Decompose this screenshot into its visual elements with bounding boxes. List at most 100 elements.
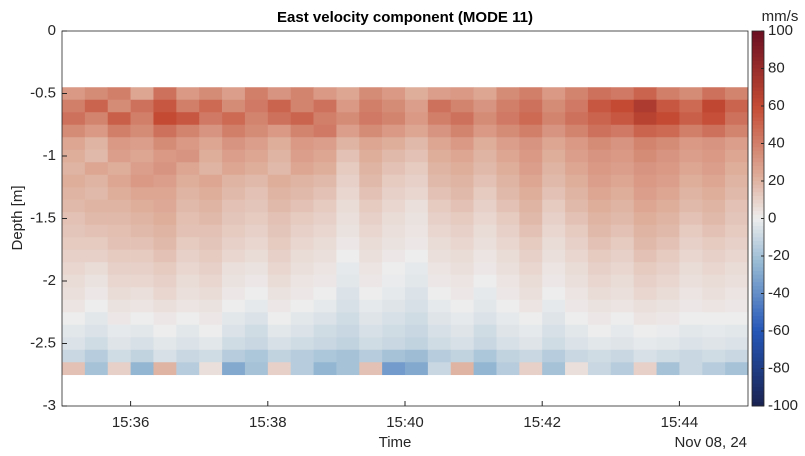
heatmap-cell (657, 175, 680, 188)
heatmap-cell (245, 162, 268, 175)
heatmap-cell (85, 362, 108, 375)
heatmap-cell (199, 200, 222, 213)
colorbar-segment (752, 335, 764, 339)
heatmap-cell (222, 262, 245, 275)
heatmap-cell (702, 125, 725, 138)
heatmap-cell (176, 112, 199, 125)
heatmap-cell (336, 137, 359, 150)
heatmap-cell (268, 100, 291, 113)
heatmap-cell (291, 112, 314, 125)
heatmap-cell (542, 312, 565, 325)
heatmap-cell (702, 212, 725, 225)
heatmap-cell (314, 325, 337, 338)
heatmap-cell (222, 225, 245, 238)
heatmap-cell (199, 150, 222, 163)
heatmap-cell (565, 87, 588, 100)
colorbar-segment (752, 331, 764, 335)
heatmap-cell (657, 287, 680, 300)
colorbar-segment (752, 271, 764, 275)
colorbar-segment (752, 309, 764, 313)
heatmap-cell (611, 225, 634, 238)
heatmap-cell (542, 125, 565, 138)
heatmap-cell (199, 162, 222, 175)
heatmap-cell (725, 250, 748, 263)
heatmap-cell (291, 350, 314, 363)
heatmap-cell (428, 175, 451, 188)
heatmap-cell (702, 175, 725, 188)
heatmap-cell (153, 262, 176, 275)
colorbar-segment (752, 192, 764, 196)
heatmap-cell (519, 125, 542, 138)
heatmap-cell (222, 87, 245, 100)
heatmap-cell (588, 300, 611, 313)
colorbar-segment (752, 256, 764, 260)
heatmap-cell (588, 200, 611, 213)
heatmap-cell (565, 262, 588, 275)
heatmap-cell (108, 87, 131, 100)
heatmap-cell (725, 87, 748, 100)
heatmap-cell (679, 287, 702, 300)
heatmap-cell (405, 150, 428, 163)
heatmap-cell (405, 237, 428, 250)
heatmap-cell (496, 275, 519, 288)
colorbar-segment (752, 207, 764, 211)
colorbar-segment (752, 286, 764, 290)
colorbar-segment (752, 245, 764, 249)
heatmap-cell (85, 137, 108, 150)
heatmap-cell (359, 337, 382, 350)
heatmap-cell (108, 237, 131, 250)
heatmap-cell (565, 137, 588, 150)
heatmap-cell (314, 300, 337, 313)
heatmap-cell (382, 225, 405, 238)
heatmap-cell (62, 250, 85, 263)
heatmap-cell (176, 137, 199, 150)
heatmap-cell (451, 212, 474, 225)
heatmap-cell (199, 237, 222, 250)
heatmap-cell (428, 312, 451, 325)
heatmap-cell (428, 350, 451, 363)
heatmap-cell (291, 212, 314, 225)
heatmap-cell (176, 162, 199, 175)
heatmap-cell (85, 175, 108, 188)
heatmap-cell (496, 137, 519, 150)
heatmap-cell (222, 187, 245, 200)
heatmap-cell (291, 125, 314, 138)
heatmap-cell (291, 225, 314, 238)
heatmap-cell (359, 212, 382, 225)
y-tick-label: -2.5 (30, 334, 56, 351)
heatmap-cell (131, 87, 154, 100)
colorbar-segment (752, 267, 764, 271)
heatmap-cell (496, 312, 519, 325)
colorbar-segment (752, 136, 764, 140)
heatmap-cell (85, 300, 108, 313)
heatmap-cell (611, 325, 634, 338)
heatmap-cell (611, 337, 634, 350)
heatmap-cell (245, 87, 268, 100)
heatmap-cell (153, 125, 176, 138)
heatmap-cell (657, 212, 680, 225)
colorbar-segment (752, 76, 764, 80)
y-tick-label: -0.5 (30, 84, 56, 101)
heatmap-cell (153, 212, 176, 225)
heatmap-cell (496, 262, 519, 275)
heatmap-cell (496, 250, 519, 263)
heatmap-cell (565, 325, 588, 338)
heatmap-cell (245, 287, 268, 300)
heatmap-cell (108, 275, 131, 288)
heatmap-cell (108, 350, 131, 363)
heatmap-cell (314, 112, 337, 125)
heatmap-cell (428, 250, 451, 263)
heatmap-cell (382, 175, 405, 188)
heatmap-cell (85, 225, 108, 238)
colorbar-segment (752, 200, 764, 204)
heatmap-cell (679, 175, 702, 188)
heatmap-cell (62, 300, 85, 313)
heatmap-cell (291, 162, 314, 175)
heatmap-cell (657, 362, 680, 375)
heatmap-cell (291, 312, 314, 325)
heatmap-cell (108, 225, 131, 238)
heatmap-cell (496, 175, 519, 188)
x-tick-label: 15:36 (112, 414, 150, 431)
heatmap-cell (222, 350, 245, 363)
heatmap-cell (131, 100, 154, 113)
